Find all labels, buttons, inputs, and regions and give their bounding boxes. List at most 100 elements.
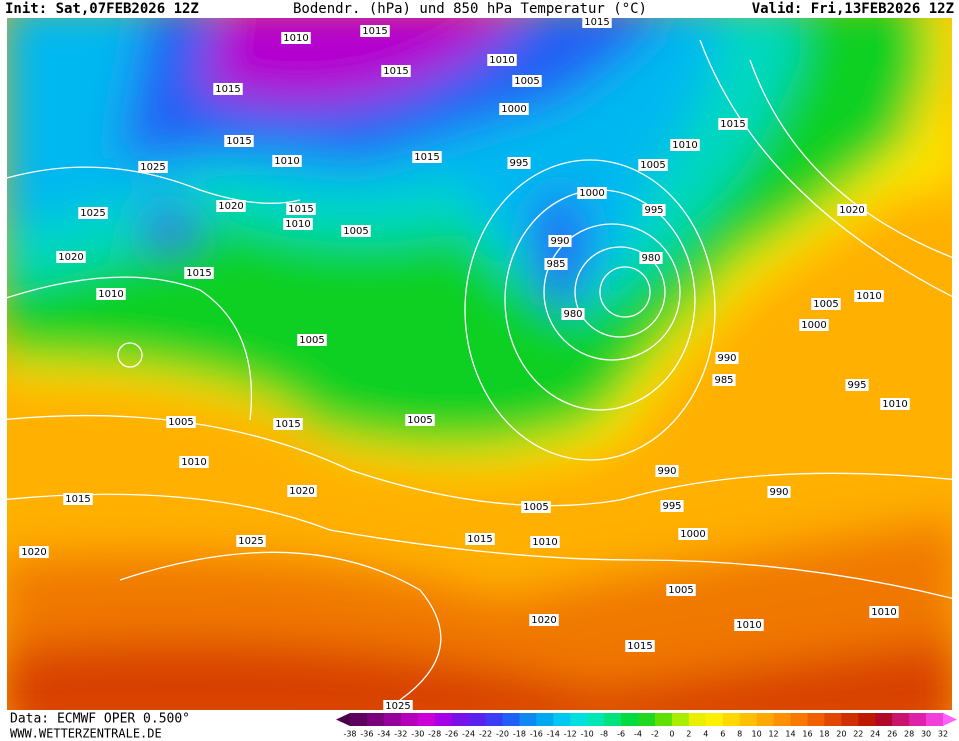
isobar-label: 990 bbox=[767, 486, 791, 498]
colorbar-tick-label: 6 bbox=[720, 730, 725, 739]
colorbar-swatch bbox=[739, 713, 758, 726]
isobar-box bbox=[521, 501, 551, 513]
isobar-label: 1005 bbox=[341, 225, 371, 237]
colorbar-swatch bbox=[773, 713, 792, 726]
isobar-box bbox=[869, 606, 899, 618]
colorbar-tick-label: -10 bbox=[581, 730, 594, 739]
isobar-box bbox=[19, 546, 49, 558]
isobar-value: 1005 bbox=[813, 299, 838, 310]
isobar-label: 1025 bbox=[78, 207, 108, 219]
isobar-value: 1020 bbox=[58, 252, 83, 263]
colorbar: -38 -36 -34 -32 -30 -28 -26 -24 -22 -20 -18 -16 -14-… bbox=[336, 713, 957, 739]
isobar-label: 1005 bbox=[638, 159, 668, 171]
isobar-box bbox=[678, 528, 708, 540]
isobar-box bbox=[845, 379, 869, 391]
colorbar-swatch bbox=[790, 713, 808, 726]
colorbar-tick-label: 16 bbox=[802, 730, 812, 739]
isobar-label: 1010 bbox=[530, 536, 560, 548]
isobar-label: 1015 bbox=[360, 25, 390, 37]
isobar-value: 995 bbox=[509, 158, 528, 169]
isobar-label: 1015 bbox=[286, 203, 316, 215]
isobar-label: 1005 bbox=[666, 584, 696, 596]
isobar-box bbox=[224, 135, 254, 147]
colorbar-swatch bbox=[688, 713, 707, 726]
site: WWW.WETTERZENTRALE.DE bbox=[10, 727, 162, 741]
colorbar-tick-label: -8 bbox=[600, 730, 608, 739]
isobar-value: 1015 bbox=[226, 136, 251, 147]
colorbar-swatch bbox=[485, 713, 503, 726]
colorbar-swatch bbox=[434, 713, 453, 726]
colorbar-swatch bbox=[621, 713, 639, 726]
isobar-label: 1020 bbox=[56, 251, 86, 263]
isobar-box bbox=[642, 204, 666, 216]
isobar-value: 1005 bbox=[640, 160, 665, 171]
colorbar-tick-label: -24 bbox=[462, 730, 475, 739]
isobar-box bbox=[639, 252, 663, 264]
isobar-label: 1010 bbox=[880, 398, 910, 410]
colorbar-tick-label: -34 bbox=[377, 730, 390, 739]
isobar-label: 1005 bbox=[166, 416, 196, 428]
isobar-box bbox=[405, 414, 435, 426]
isobar-value: 1005 bbox=[343, 226, 368, 237]
isobar-label: 1010 bbox=[869, 606, 899, 618]
isobar-label: 1005 bbox=[512, 75, 542, 87]
isobar-box bbox=[465, 533, 495, 545]
colorbar-swatch bbox=[654, 713, 673, 726]
isobar-label: 980 bbox=[561, 308, 585, 320]
colorbar-tick-label: -22 bbox=[479, 730, 492, 739]
isobar-box bbox=[412, 151, 442, 163]
isobar-box bbox=[837, 204, 867, 216]
isobar-box bbox=[360, 25, 390, 37]
isobar-label: 1025 bbox=[383, 700, 413, 712]
isobar-value: 1025 bbox=[80, 208, 105, 219]
isobar-box bbox=[184, 267, 214, 279]
isobar-label: 1015 bbox=[273, 418, 303, 430]
isobar-box bbox=[715, 352, 739, 364]
colorbar-swatch bbox=[858, 713, 876, 726]
isobar-box bbox=[286, 203, 316, 215]
isobar-value: 995 bbox=[847, 380, 866, 391]
isobar-value: 1010 bbox=[274, 156, 299, 167]
isobar-value: 1025 bbox=[385, 701, 410, 712]
colorbar-tick-label: 14 bbox=[785, 730, 795, 739]
colorbar-swatch bbox=[468, 713, 487, 726]
isobar-value: 1025 bbox=[140, 162, 165, 173]
isobar-label: 1020 bbox=[529, 614, 559, 626]
colorbar-swatch bbox=[875, 713, 893, 726]
isobar-label: 1015 bbox=[718, 118, 748, 130]
colorbar-tick-label: 18 bbox=[819, 730, 829, 739]
isobar-label: 995 bbox=[507, 157, 531, 169]
colorbar-tick-label: 10 bbox=[752, 730, 762, 739]
isobar-label: 990 bbox=[715, 352, 739, 364]
data-source: Data: ECMWF OPER 0.500° bbox=[10, 712, 190, 727]
isobar-box bbox=[548, 235, 572, 247]
isobar-box bbox=[499, 103, 529, 115]
colorbar-tick-label: -4 bbox=[634, 730, 642, 739]
colorbar-swatch bbox=[587, 713, 605, 726]
isobar-label: 1015 bbox=[381, 65, 411, 77]
colorbar-tick-label: -16 bbox=[530, 730, 543, 739]
isobar-label: 1005 bbox=[811, 298, 841, 310]
colorbar-tick-label: 2 bbox=[686, 730, 691, 739]
isobar-box bbox=[273, 418, 303, 430]
isobar-value: 1000 bbox=[579, 188, 604, 199]
isobar-box bbox=[63, 493, 93, 505]
isobar-box bbox=[638, 159, 668, 171]
isobar-label: 1015 bbox=[412, 151, 442, 163]
isobar-value: 1010 bbox=[489, 55, 514, 66]
colorbar-tick-label: 24 bbox=[870, 730, 880, 739]
isobar-value: 1005 bbox=[407, 415, 432, 426]
isobar-box bbox=[767, 486, 791, 498]
isobar-box bbox=[670, 139, 700, 151]
isobar-label: 1010 bbox=[281, 32, 311, 44]
isobar-value: 990 bbox=[657, 466, 676, 477]
colorbar-swatch bbox=[366, 713, 385, 726]
isobar-label: 1000 bbox=[577, 187, 607, 199]
colorbar-swatch bbox=[417, 713, 436, 726]
isobar-value: 995 bbox=[662, 501, 681, 512]
colorbar-tick-label: -26 bbox=[445, 730, 458, 739]
isobar-value: 1015 bbox=[627, 641, 652, 652]
isobar-value: 1020 bbox=[21, 547, 46, 558]
colorbar-tick-label: 12 bbox=[768, 730, 778, 739]
